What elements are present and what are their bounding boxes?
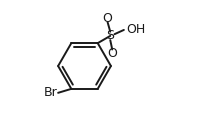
Text: S: S <box>106 29 114 42</box>
Text: OH: OH <box>126 23 145 36</box>
Text: O: O <box>103 12 112 25</box>
Text: O: O <box>107 47 117 60</box>
Text: Br: Br <box>43 86 57 99</box>
